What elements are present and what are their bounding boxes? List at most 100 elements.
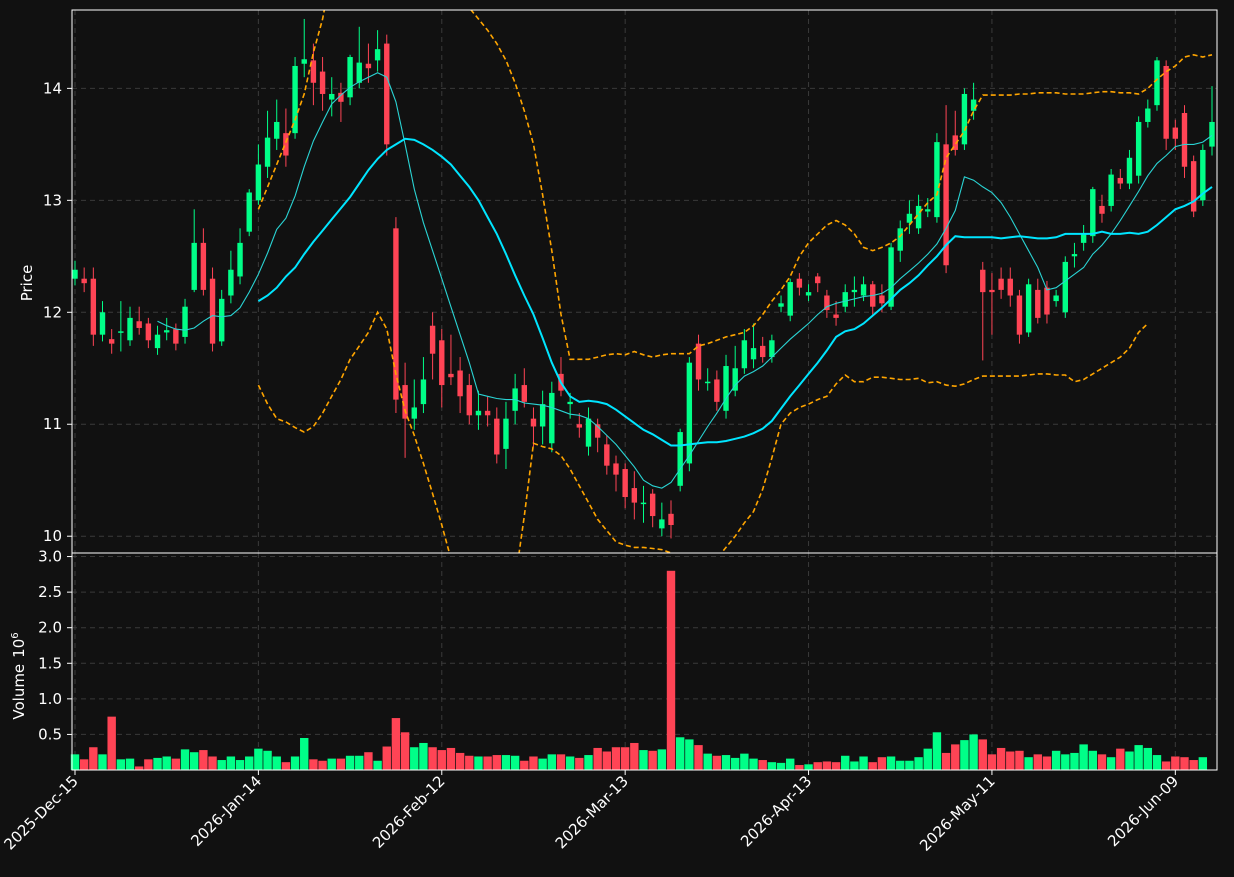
volume-bar bbox=[400, 732, 410, 770]
price-axis-label: Price bbox=[18, 265, 36, 302]
volume-bar bbox=[520, 760, 529, 770]
volume-bar bbox=[309, 759, 318, 770]
volume-bar bbox=[602, 751, 612, 770]
volume-bar bbox=[162, 756, 171, 770]
candle-body bbox=[1117, 177, 1124, 184]
candle-body bbox=[246, 192, 252, 232]
candle-body bbox=[943, 144, 949, 266]
volume-bar bbox=[960, 740, 969, 770]
band-line bbox=[257, 10, 1213, 361]
candle-body bbox=[640, 502, 647, 505]
candle-body bbox=[805, 292, 812, 296]
candle-body bbox=[521, 385, 527, 402]
volume-bar bbox=[410, 747, 419, 770]
volume-bar bbox=[1116, 748, 1125, 770]
volume-bar bbox=[1051, 750, 1061, 770]
volume-bar bbox=[538, 758, 547, 770]
candle-body bbox=[594, 424, 601, 438]
volume-bar bbox=[703, 753, 712, 770]
volume-bars bbox=[70, 570, 1208, 770]
volume-bar bbox=[565, 756, 575, 770]
candle-body bbox=[677, 432, 683, 486]
volume-bar bbox=[996, 747, 1006, 770]
volume-bar bbox=[657, 749, 667, 770]
volume-bar bbox=[1134, 745, 1143, 770]
volume-y-axis: 0.5 1.0 1.5 2.0 2.5 3.0 bbox=[38, 548, 72, 743]
volume-bar bbox=[749, 758, 758, 770]
volume-y-tick-label: 2.0 bbox=[38, 619, 62, 637]
volume-bar bbox=[620, 747, 630, 770]
candle-body bbox=[760, 345, 766, 358]
candle-body bbox=[182, 306, 188, 337]
candle-body bbox=[888, 247, 894, 307]
volume-bar bbox=[492, 755, 501, 770]
candle-body bbox=[338, 92, 344, 102]
volume-bar bbox=[355, 755, 364, 770]
candle-body bbox=[1181, 113, 1188, 167]
candle-body bbox=[1080, 233, 1087, 243]
volume-bar bbox=[529, 756, 538, 770]
volume-bar bbox=[254, 748, 263, 770]
volume-bar bbox=[1088, 750, 1097, 770]
volume-bar bbox=[1079, 744, 1088, 770]
candle-body bbox=[604, 444, 610, 466]
volume-bar bbox=[1198, 757, 1208, 770]
volume-bar bbox=[107, 716, 116, 770]
candle-body bbox=[118, 331, 124, 333]
band-line bbox=[257, 310, 1149, 553]
volume-bar bbox=[850, 761, 859, 770]
volume-bar bbox=[455, 752, 465, 770]
candle-body bbox=[576, 424, 583, 428]
volume-bar bbox=[70, 754, 80, 770]
volume-bar bbox=[226, 756, 236, 770]
volume-bar bbox=[345, 755, 355, 770]
volume-y-tick-label: 1.5 bbox=[38, 654, 62, 672]
candle-body bbox=[952, 135, 958, 150]
volume-bar bbox=[941, 752, 951, 770]
candle-body bbox=[1190, 161, 1197, 212]
candle-body bbox=[787, 282, 793, 316]
volume-y-tick-label: 0.5 bbox=[38, 725, 62, 743]
candle-body bbox=[934, 142, 940, 218]
candle-body bbox=[980, 269, 986, 293]
candle-body bbox=[1090, 189, 1096, 237]
volume-bar bbox=[263, 750, 272, 770]
volume-bar bbox=[125, 758, 135, 770]
candle-body bbox=[585, 418, 592, 447]
volume-bar bbox=[1024, 757, 1033, 770]
candle-body bbox=[310, 60, 317, 83]
candle-body bbox=[622, 469, 628, 498]
volume-bar bbox=[89, 747, 98, 770]
candle-body bbox=[1126, 157, 1133, 184]
candle-body bbox=[695, 343, 702, 380]
volume-bar bbox=[235, 760, 245, 770]
volume-bar bbox=[905, 760, 914, 770]
candle-body bbox=[283, 133, 289, 156]
candle-body bbox=[402, 385, 408, 419]
price-y-tick-label: 11 bbox=[43, 415, 62, 433]
candle-body bbox=[90, 278, 97, 335]
volume-bar bbox=[776, 762, 786, 770]
volume-bar bbox=[1097, 754, 1107, 770]
candle-body bbox=[365, 63, 372, 69]
candle-body bbox=[1135, 121, 1142, 176]
volume-bar bbox=[1015, 750, 1024, 770]
candle-body bbox=[1145, 108, 1151, 122]
candle-body bbox=[796, 278, 803, 288]
volume-bar bbox=[510, 755, 520, 770]
volume-y-tick-label: 3.0 bbox=[38, 548, 62, 566]
volume-bar bbox=[804, 764, 813, 770]
price-y-tick-label: 12 bbox=[43, 303, 62, 321]
volume-bar bbox=[272, 756, 281, 770]
candle-body bbox=[347, 57, 353, 98]
candle-body bbox=[127, 317, 133, 341]
candle-body bbox=[879, 295, 885, 304]
volume-panel-frame bbox=[71, 552, 1218, 771]
volume-bar bbox=[134, 766, 144, 770]
volume-bar bbox=[419, 742, 428, 770]
volume-bar bbox=[1143, 747, 1153, 770]
candle-body bbox=[420, 379, 427, 405]
candle-body bbox=[173, 329, 179, 344]
candle-body bbox=[1163, 65, 1169, 139]
